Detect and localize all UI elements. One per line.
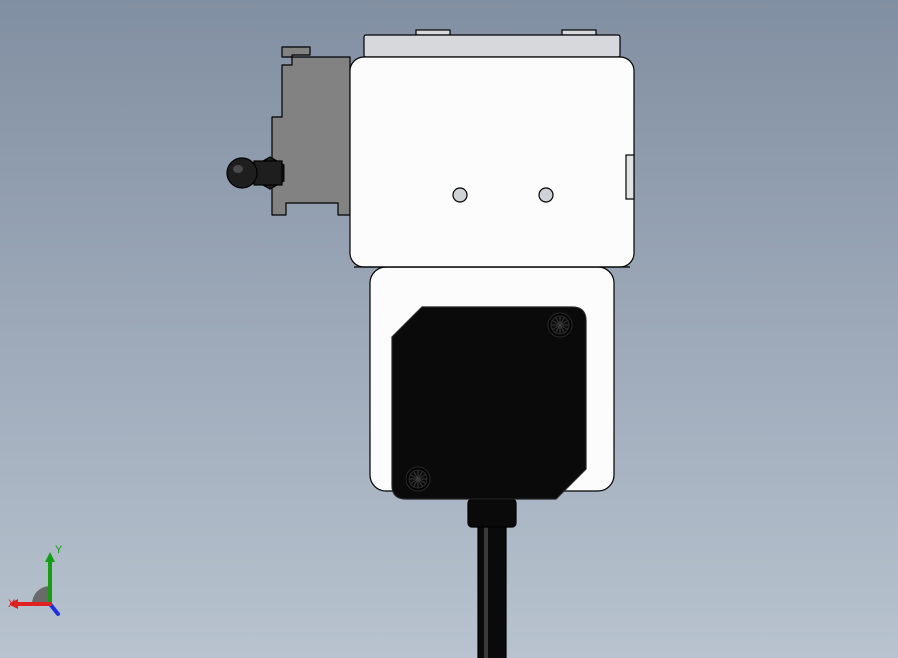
model-front-view	[0, 0, 898, 658]
cad-viewport[interactable]: Y X	[0, 0, 898, 658]
triad-svg	[10, 548, 90, 628]
axis-y-label: Y	[55, 544, 62, 556]
axis-x-label: X	[8, 598, 15, 610]
orientation-triad[interactable]: Y X	[10, 548, 90, 628]
